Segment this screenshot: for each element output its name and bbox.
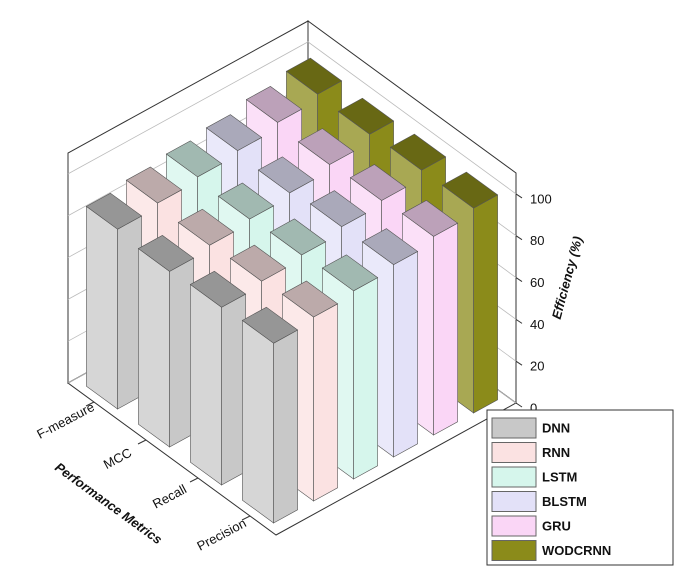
x-tick-label: MCC <box>101 445 134 472</box>
bar-top <box>297 128 355 165</box>
bar-left <box>190 283 222 486</box>
bar-top <box>349 164 407 201</box>
y-tick <box>515 277 523 282</box>
grid-line <box>67 41 517 195</box>
bar-front <box>221 293 246 486</box>
bar-top <box>125 166 183 204</box>
y-tick-label: 40 <box>530 317 544 332</box>
bar-front <box>117 215 142 410</box>
y-tick <box>515 318 523 324</box>
bar-top <box>205 114 263 151</box>
bar-top <box>309 190 367 227</box>
bar-top <box>85 192 143 230</box>
legend-label: BLSTM <box>542 494 587 509</box>
legend-label: RNN <box>542 445 570 460</box>
bar-top <box>269 218 327 256</box>
legend-label: WODCRNN <box>542 543 611 558</box>
bar <box>189 270 247 486</box>
bar-top <box>177 208 235 246</box>
legend-swatch <box>491 442 537 463</box>
bar-front <box>169 257 194 448</box>
legend-swatch <box>491 491 537 512</box>
x-axis-title: Performance Metrics <box>52 459 165 547</box>
legend: DNN RNN LSTM BLSTM GRU WODCRNN <box>486 409 674 566</box>
bars <box>85 57 499 524</box>
bar <box>137 235 195 448</box>
bar-top <box>281 280 339 318</box>
legend-swatch <box>491 540 537 561</box>
y-tick-label: 20 <box>530 359 544 374</box>
bar-top <box>137 235 195 272</box>
x-tick <box>189 477 199 483</box>
x-tick-label: F-measure <box>34 399 97 442</box>
y-tick-label: 100 <box>530 191 552 206</box>
y-tick-label: 80 <box>530 233 544 248</box>
bar-top <box>285 57 343 95</box>
y-tick <box>515 360 523 366</box>
x-tick <box>137 439 147 445</box>
bar-left <box>86 205 118 410</box>
bar-top <box>257 156 315 194</box>
bar-top <box>165 140 223 178</box>
y-axis-title: Efficiency (%) <box>549 235 585 321</box>
bar-top <box>245 86 303 123</box>
bar-top <box>189 270 247 308</box>
y-tick <box>515 402 523 408</box>
bar-top <box>321 254 379 292</box>
bar-top <box>441 171 499 209</box>
legend-swatch <box>491 466 537 488</box>
legend-label: DNN <box>542 420 570 435</box>
x-tick <box>85 401 95 407</box>
legend-label: LSTM <box>542 469 577 484</box>
bar <box>241 306 299 524</box>
x-tick <box>241 515 251 521</box>
bar-top <box>217 182 275 220</box>
x-tick-label: Recall <box>150 481 189 511</box>
bar-top <box>401 200 459 237</box>
bar-top <box>361 228 419 265</box>
bar-top <box>241 306 299 344</box>
bar-front <box>273 329 298 524</box>
y-tick-label: 60 <box>530 275 544 290</box>
bar-front <box>433 222 458 436</box>
bar-top <box>229 244 287 282</box>
bar-front <box>353 277 378 480</box>
bar-front <box>313 303 338 502</box>
y-tick <box>515 193 523 199</box>
legend-swatch <box>491 515 537 537</box>
x-tick-label: Precision <box>194 515 248 553</box>
bar-front <box>473 194 498 414</box>
y-tick <box>515 235 523 241</box>
bar <box>85 192 143 410</box>
legend-swatch <box>491 417 537 439</box>
bar-top <box>389 133 447 171</box>
bar-left <box>138 247 170 448</box>
y-tick-label: 0 <box>530 400 537 415</box>
bar-front <box>393 250 418 458</box>
legend-label: GRU <box>542 518 571 533</box>
bar-left <box>242 319 274 524</box>
bar-top <box>337 97 395 135</box>
